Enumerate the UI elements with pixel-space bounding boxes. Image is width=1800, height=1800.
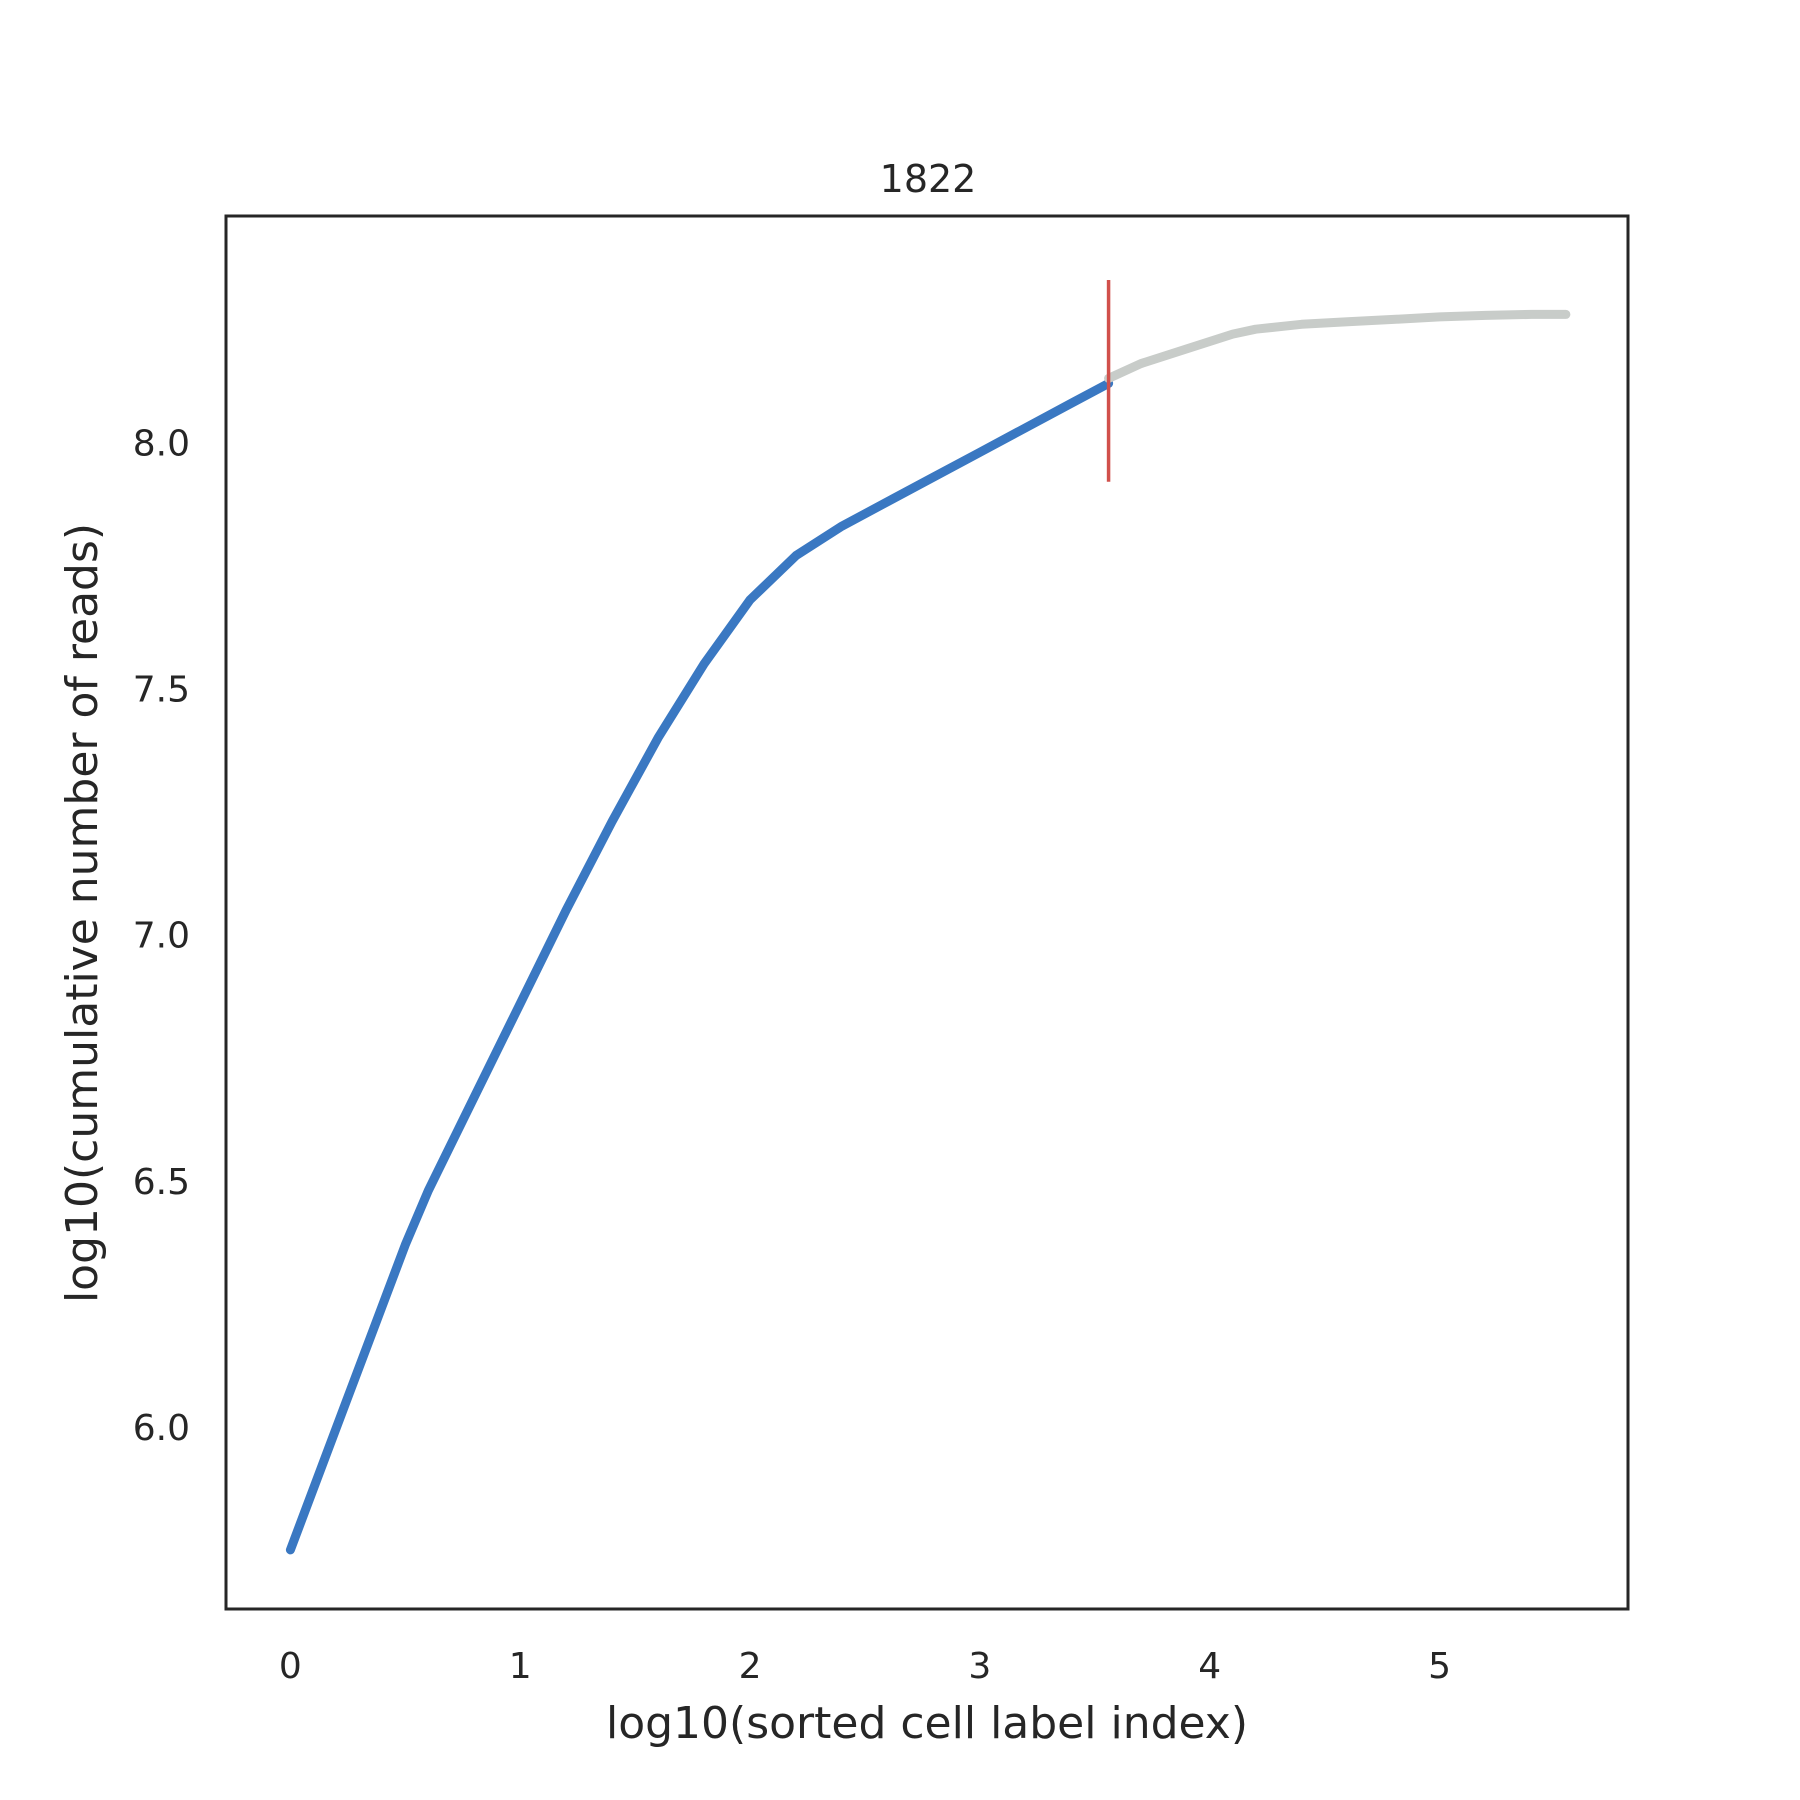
- chart-title: 1822: [880, 157, 977, 201]
- x-tick-label: 2: [739, 1646, 762, 1687]
- x-tick-labels: 0 1 2 3 4 5: [279, 1646, 1451, 1687]
- y-tick-label: 7.0: [133, 916, 190, 957]
- series-line-noise: [1104, 309, 1571, 383]
- y-tick-labels: 6.0 6.5 7.0 7.5 8.0: [133, 423, 190, 1448]
- x-tick-label: 5: [1428, 1646, 1451, 1687]
- series-layer: [285, 309, 1571, 1555]
- x-axis-label: log10(sorted cell label index): [606, 1698, 1248, 1749]
- y-tick-label: 8.0: [133, 423, 190, 464]
- x-tick-label: 0: [279, 1646, 302, 1687]
- y-tick-label: 6.5: [133, 1162, 190, 1203]
- x-tick-label: 3: [968, 1646, 991, 1687]
- x-tick-label: 1: [509, 1646, 532, 1687]
- x-tick-label: 4: [1198, 1646, 1221, 1687]
- y-tick-label: 7.5: [133, 670, 190, 711]
- y-tick-label: 6.0: [133, 1408, 190, 1449]
- y-axis-label: log10(cumulative number of reads): [57, 523, 108, 1303]
- plot-frame: [224, 214, 1630, 1611]
- series-line-cells: [285, 378, 1114, 1555]
